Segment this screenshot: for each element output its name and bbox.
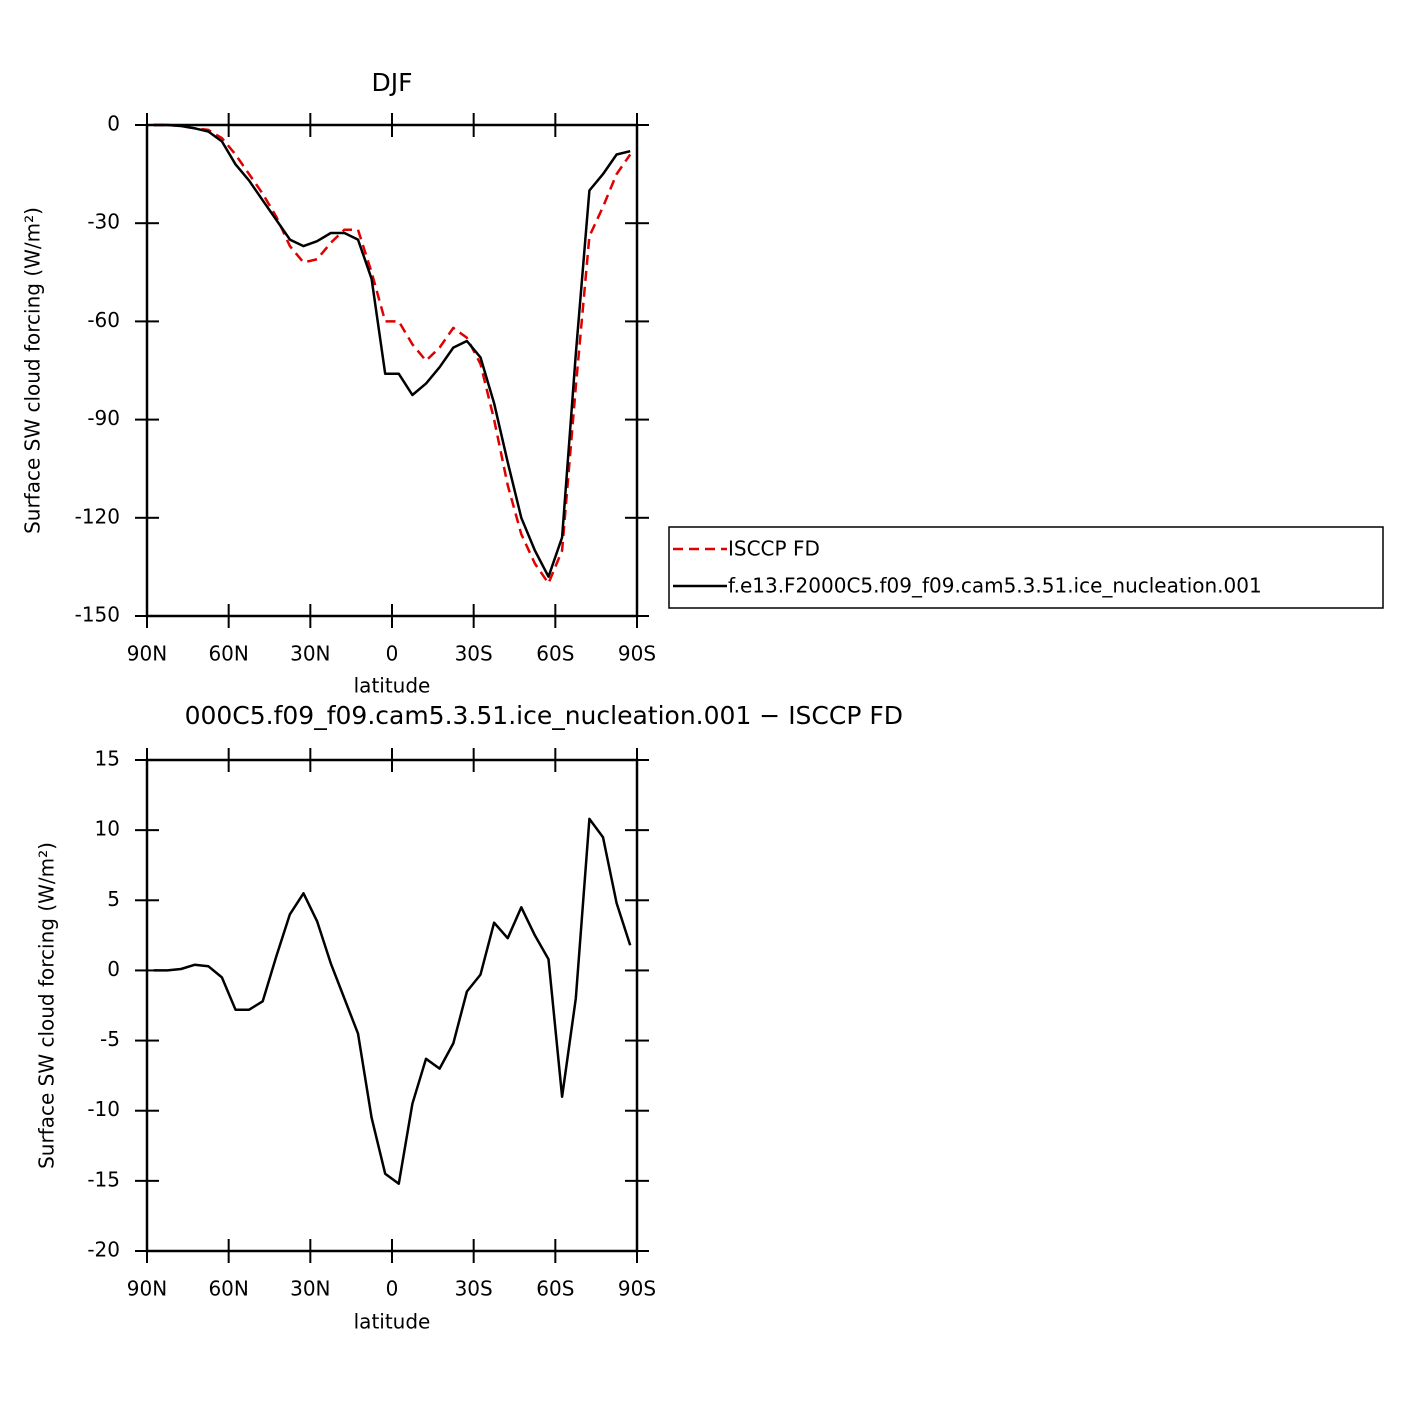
x-tick-label: 30N — [290, 642, 330, 666]
y-tick-label: 5 — [107, 887, 120, 911]
plot-frame — [145, 758, 639, 1253]
y-tick-label: -120 — [75, 504, 120, 528]
y-tick-label: -15 — [87, 1167, 120, 1191]
y-tick-label: -30 — [87, 210, 120, 234]
x-tick-label: 90N — [127, 1277, 167, 1301]
x-tick-label: 90S — [618, 1277, 656, 1301]
x-tick-label: 30S — [455, 642, 493, 666]
y-tick-label: 10 — [95, 817, 120, 841]
x-tick-label: 60N — [208, 642, 248, 666]
x-tick-label: 0 — [386, 642, 399, 666]
data-line — [153, 817, 632, 1185]
x-axis-label: latitude — [354, 674, 431, 698]
x-tick-label: 90S — [618, 642, 656, 666]
y-tick-label: -60 — [87, 308, 120, 332]
y-tick-label: 0 — [107, 957, 120, 981]
x-tick-label: 60S — [536, 642, 574, 666]
data-line — [153, 123, 632, 585]
x-tick-label: 0 — [386, 1277, 399, 1301]
data-line — [153, 123, 631, 578]
chart-title: DJF — [371, 68, 412, 97]
chart: DJF latitude Surface SW cloud forcing (W/m… — [21, 68, 1384, 698]
x-tick-label: 60N — [208, 1277, 248, 1301]
y-tick-label: -5 — [100, 1027, 120, 1051]
legend-label: f.e13.F2000C5.f09_f09.cam5.3.51.ice_nucl… — [728, 574, 1262, 598]
y-tick-label: -10 — [87, 1097, 120, 1121]
legend-label: ISCCP FD — [728, 537, 820, 561]
x-tick-label: 30S — [455, 1277, 493, 1301]
x-axis-label: latitude — [354, 1310, 431, 1334]
y-tick-label: 15 — [95, 747, 120, 771]
x-tick-label: 60S — [536, 1277, 574, 1301]
x-tick-label: 90N — [127, 642, 167, 666]
y-tick-label: -90 — [87, 406, 120, 430]
plot-frame — [145, 123, 639, 618]
y-axis-label: Surface SW cloud forcing (W/m²) — [21, 207, 45, 534]
legend: ISCCP FD f.e13.F2000C5.f09_f09.cam5.3.51.… — [668, 526, 1384, 609]
x-tick-label: 30N — [290, 1277, 330, 1301]
chart: 000C5.f09_f09.cam5.3.51.ice_nucleation.0… — [35, 701, 904, 1334]
y-tick-label: 0 — [107, 112, 120, 136]
y-tick-label: -150 — [75, 603, 120, 627]
legend-box — [668, 526, 1384, 609]
y-axis-label: Surface SW cloud forcing (W/m²) — [35, 842, 59, 1169]
chart-title: 000C5.f09_f09.cam5.3.51.ice_nucleation.0… — [185, 701, 903, 730]
y-tick-label: -20 — [87, 1238, 120, 1262]
